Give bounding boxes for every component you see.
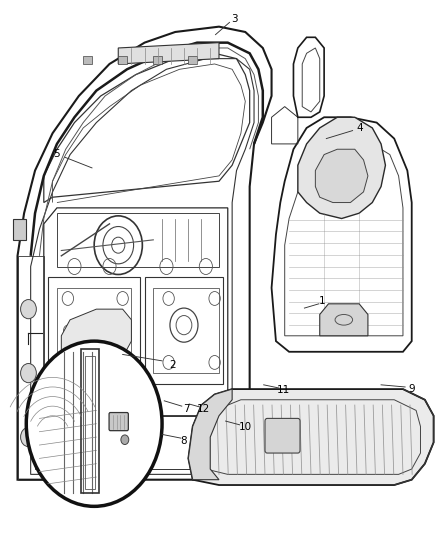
Bar xyxy=(83,56,92,64)
Circle shape xyxy=(26,341,162,506)
Circle shape xyxy=(21,300,36,319)
Bar xyxy=(188,56,197,64)
PathPatch shape xyxy=(320,304,368,336)
Text: 9: 9 xyxy=(408,384,415,393)
PathPatch shape xyxy=(315,149,368,203)
PathPatch shape xyxy=(61,309,131,357)
PathPatch shape xyxy=(92,458,118,480)
Text: 4: 4 xyxy=(357,123,364,133)
Text: 11: 11 xyxy=(277,385,290,395)
Bar xyxy=(85,356,95,489)
Text: 7: 7 xyxy=(183,404,190,414)
PathPatch shape xyxy=(298,117,385,219)
Text: 10: 10 xyxy=(239,422,252,432)
Text: 5: 5 xyxy=(53,149,60,158)
FancyBboxPatch shape xyxy=(265,418,300,453)
Circle shape xyxy=(121,435,129,445)
Circle shape xyxy=(21,364,36,383)
Circle shape xyxy=(21,427,36,447)
Text: 2: 2 xyxy=(170,360,177,369)
PathPatch shape xyxy=(118,43,219,64)
Bar xyxy=(81,349,99,493)
PathPatch shape xyxy=(188,389,434,485)
Bar xyxy=(118,56,127,64)
Text: 12: 12 xyxy=(197,405,210,414)
Text: 1: 1 xyxy=(318,296,325,306)
Bar xyxy=(153,56,162,64)
Bar xyxy=(13,219,26,240)
PathPatch shape xyxy=(188,389,232,480)
FancyBboxPatch shape xyxy=(109,413,128,431)
Text: 8: 8 xyxy=(180,436,187,446)
Text: 3: 3 xyxy=(231,14,238,24)
